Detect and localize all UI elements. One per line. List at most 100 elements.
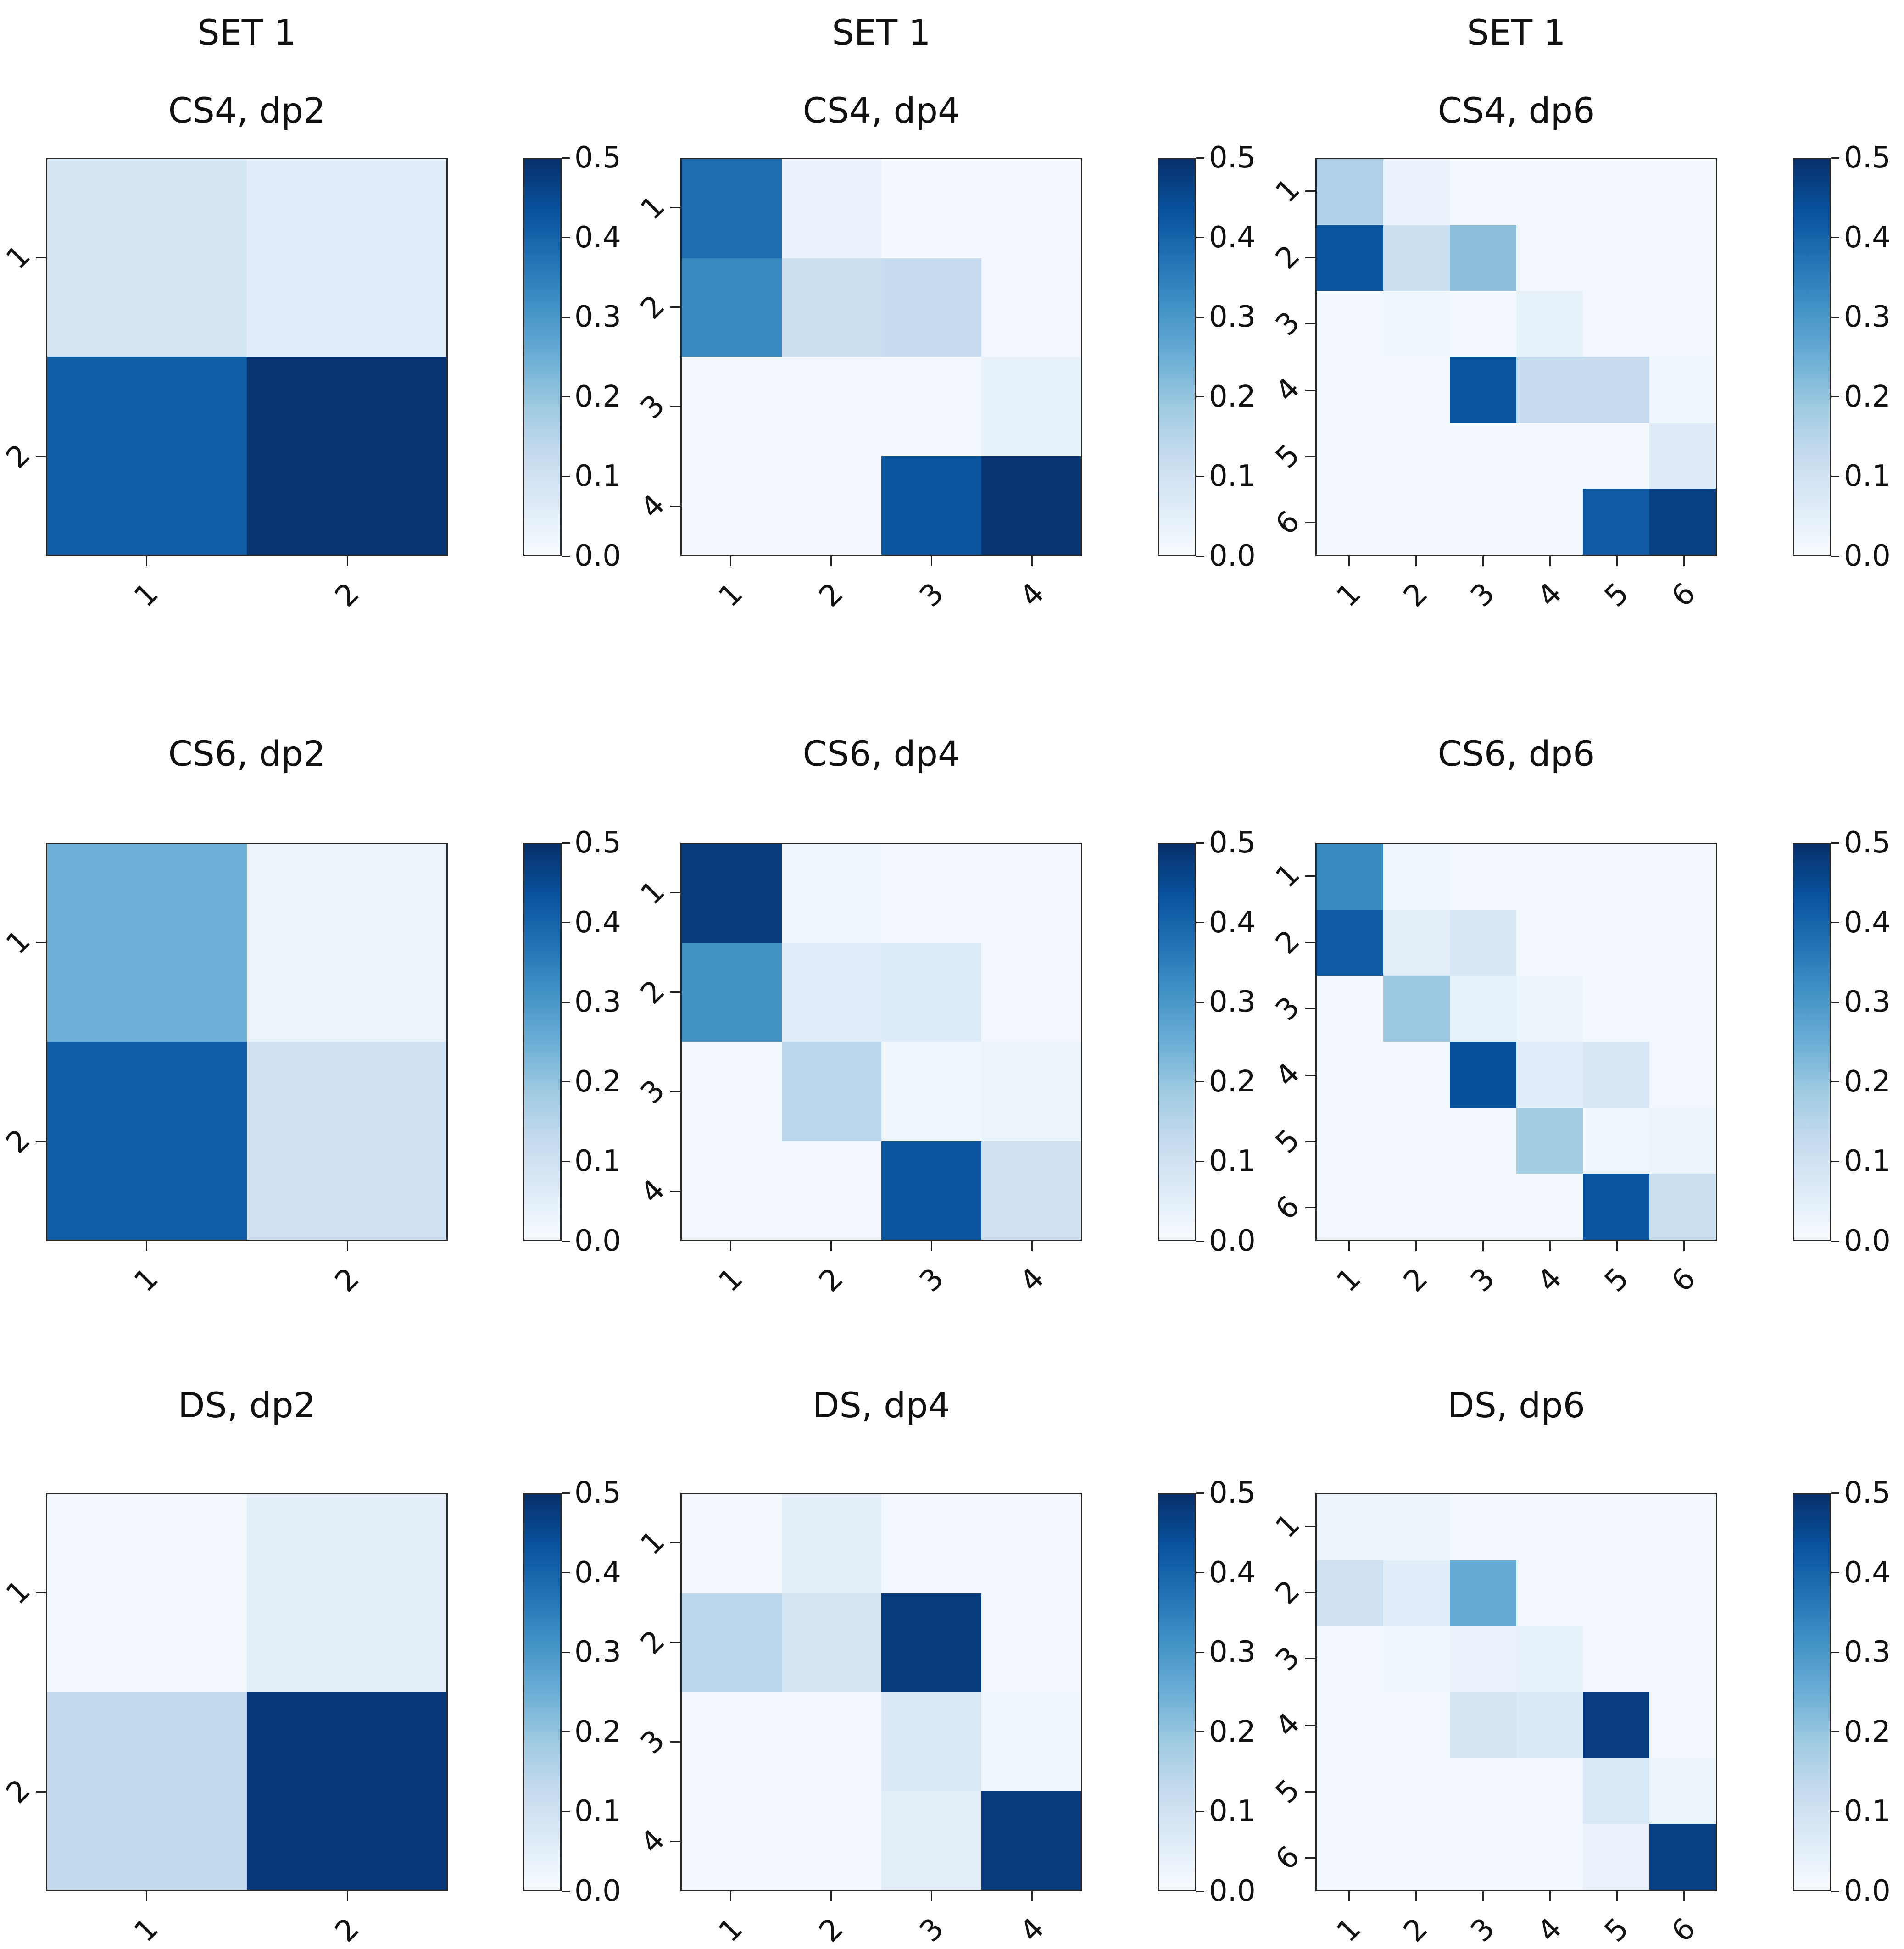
colorbar-tick — [1196, 316, 1204, 318]
heatmap-cell — [1583, 1758, 1649, 1824]
colorbar-tick — [1196, 475, 1204, 477]
y-tick-label: 5 — [1269, 1123, 1307, 1160]
heatmap-cell — [881, 943, 981, 1042]
heatmap-cell — [1450, 159, 1516, 225]
y-tick — [670, 1091, 680, 1092]
heatmap-cell — [1450, 1824, 1516, 1890]
colorbar-tick — [1196, 396, 1204, 398]
subplot-cs4-dp4: SET 1 CS4, dp4 1 2 3 4 1 2 3 4 0.0 0.1 0.2 0.3 0.4 0.… — [634, 0, 1269, 665]
y-tick — [670, 406, 680, 407]
y-tick — [1305, 1658, 1315, 1660]
heatmap-cell — [1317, 291, 1383, 357]
heatmap-cell — [1649, 910, 1716, 976]
x-tick-label: 4 — [1013, 1911, 1051, 1949]
y-tick-label: 2 — [1269, 1574, 1307, 1611]
x-tick-label: 5 — [1598, 576, 1636, 614]
colorbar-tick-label: 0.0 — [1844, 539, 1891, 573]
x-tick-label: 4 — [1531, 576, 1569, 614]
heatmap-cell — [1383, 1692, 1450, 1758]
plot-title: CS4, dp6 — [1437, 90, 1595, 131]
x-tick — [730, 556, 731, 566]
x-tick-label: 1 — [712, 1911, 750, 1949]
colorbar-tick — [1831, 316, 1839, 318]
colorbar-tick-label: 0.1 — [1209, 1794, 1256, 1829]
heatmap-cell — [1583, 910, 1649, 976]
heatmap-cell — [47, 1042, 247, 1240]
heatmap-cell — [881, 844, 981, 943]
x-tick-label: 2 — [328, 1911, 366, 1949]
colorbar-tick-label: 0.1 — [1844, 459, 1891, 494]
colorbar-tick — [562, 555, 570, 557]
colorbar-tick — [1196, 842, 1204, 844]
y-tick — [1305, 522, 1315, 524]
heatmap-cell — [1450, 489, 1516, 555]
x-tick — [1616, 1891, 1618, 1901]
colorbar-tick — [1196, 1492, 1204, 1494]
x-tick-label: 5 — [1598, 1911, 1636, 1949]
heatmap-cell — [1516, 844, 1583, 910]
heatmap-cell — [1583, 1174, 1649, 1240]
colorbar — [1793, 843, 1831, 1241]
heatmap-cell — [682, 844, 782, 943]
colorbar-tick — [562, 1890, 570, 1892]
heatmap-cell — [881, 1791, 981, 1890]
x-tick — [1616, 556, 1618, 566]
x-tick — [730, 1891, 731, 1901]
heatmap-cell — [1383, 844, 1450, 910]
colorbar-tick — [1831, 1492, 1839, 1494]
colorbar-tick — [1831, 157, 1839, 159]
colorbar-tick — [562, 1810, 570, 1812]
heatmap-cell — [1317, 1174, 1383, 1240]
colorbar-gradient — [524, 1494, 560, 1890]
heatmap-cell — [881, 1692, 981, 1791]
figure-suptitle: SET 1 — [197, 12, 296, 53]
colorbar-tick-label: 0.3 — [1209, 985, 1256, 1019]
x-tick — [1616, 1241, 1618, 1251]
x-tick — [1348, 1241, 1350, 1251]
colorbar — [523, 1493, 562, 1891]
y-tick-label: 5 — [1269, 438, 1307, 475]
x-tick — [830, 556, 832, 566]
y-tick — [1305, 1008, 1315, 1010]
heatmap-cell — [1583, 489, 1649, 555]
colorbar-tick-label: 0.5 — [1844, 141, 1891, 175]
x-tick-label: 1 — [1330, 1261, 1368, 1299]
colorbar-tick-label: 0.5 — [1209, 1476, 1256, 1510]
y-tick-label: 2 — [0, 1773, 37, 1810]
colorbar-tick — [562, 475, 570, 477]
x-tick — [145, 1241, 147, 1251]
colorbar-tick — [1831, 555, 1839, 557]
heatmap-cell — [1383, 225, 1450, 291]
colorbar-tick-label: 0.5 — [574, 826, 621, 860]
heatmap-cell — [1516, 1494, 1583, 1560]
colorbar-tick — [562, 1081, 570, 1083]
heatmap-cell — [781, 1692, 881, 1791]
heatmap-cell — [1649, 159, 1716, 225]
heatmap-cell — [981, 1692, 1081, 1791]
heatmap-cell — [1649, 976, 1716, 1042]
heatmap-cell — [1450, 423, 1516, 489]
colorbar-tick-label: 0.4 — [1844, 220, 1891, 255]
heatmap-cell — [1516, 357, 1583, 423]
x-tick-label: 1 — [128, 1261, 165, 1299]
y-tick — [670, 306, 680, 308]
y-tick-label: 1 — [634, 874, 672, 912]
heatmap-cell — [981, 1141, 1081, 1240]
heatmap-grid — [680, 1493, 1082, 1891]
x-tick — [346, 1891, 348, 1901]
y-tick — [1305, 1592, 1315, 1593]
heatmap-cell — [1649, 291, 1716, 357]
y-tick-label: 2 — [0, 1123, 37, 1160]
heatmap-cell — [781, 844, 881, 943]
x-tick — [1549, 556, 1551, 566]
x-tick — [1549, 1891, 1551, 1901]
heatmap-grid — [46, 843, 448, 1241]
heatmap-cell — [1317, 844, 1383, 910]
heatmap-cell — [981, 456, 1081, 555]
plot-title: DS, dp2 — [178, 1385, 316, 1426]
heatmap-cell — [1383, 910, 1450, 976]
heatmap-cell — [1383, 1560, 1450, 1626]
x-tick-label: 2 — [328, 1261, 366, 1299]
y-tick-label: 5 — [1269, 1773, 1307, 1810]
colorbar-tick — [1831, 1810, 1839, 1812]
